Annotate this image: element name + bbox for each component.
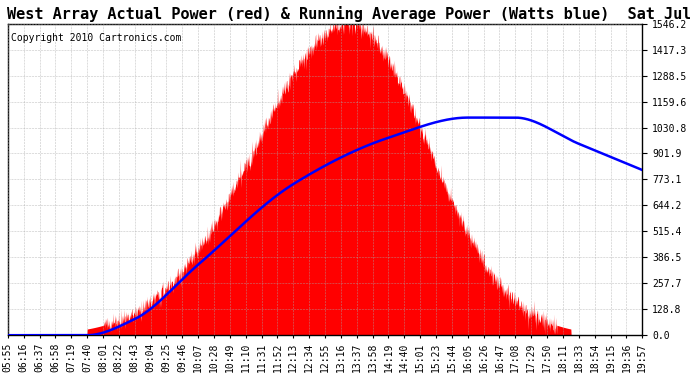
Text: Copyright 2010 Cartronics.com: Copyright 2010 Cartronics.com <box>11 33 181 43</box>
Text: West Array Actual Power (red) & Running Average Power (Watts blue)  Sat Jul 3 20: West Array Actual Power (red) & Running … <box>7 6 690 22</box>
